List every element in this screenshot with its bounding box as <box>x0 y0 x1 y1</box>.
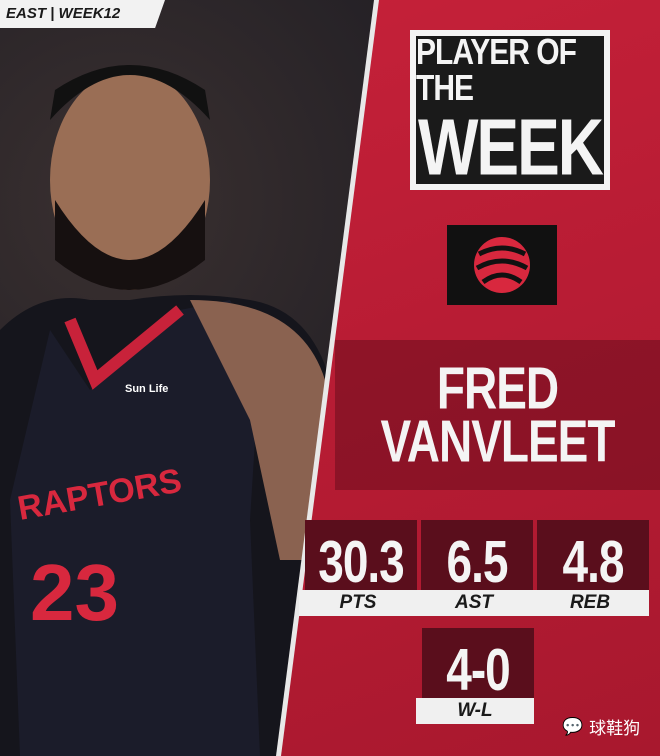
stat-ast: 6.5 AST <box>415 520 533 616</box>
player-name: FRED VANVLEET <box>335 340 660 490</box>
title-line1: PLAYER OF THE <box>416 32 577 109</box>
stat-label: AST <box>415 590 533 616</box>
raptors-logo <box>447 225 557 305</box>
stat-value: 4.8 <box>562 527 625 595</box>
watermark-text: 球鞋狗 <box>589 719 641 738</box>
sponsor-text: Sun Life <box>125 383 168 395</box>
stat-value: 30.3 <box>318 527 405 595</box>
stat-label: W-L <box>416 698 534 724</box>
title-box: PLAYER OF THE WEEK <box>410 30 610 190</box>
basketball-claw-icon <box>474 237 530 293</box>
title-line2: WEEK <box>418 102 604 192</box>
stat-label: PTS <box>299 590 417 616</box>
stat-pts: 30.3 PTS <box>299 520 417 616</box>
watermark: 💬 球鞋狗 <box>562 714 640 739</box>
wechat-icon: 💬 <box>562 716 584 736</box>
stat-reb: 4.8 REB <box>531 520 649 616</box>
stat-label: REB <box>531 590 649 616</box>
conference-week-tag: EAST | WEEK12 <box>0 0 165 28</box>
stat-wl: 4-0 W-L <box>416 628 534 724</box>
jersey-number: 23 <box>30 548 119 637</box>
stat-value: 4-0 <box>446 635 510 703</box>
stat-value: 6.5 <box>446 527 509 595</box>
last-name: VANVLEET <box>380 407 616 475</box>
first-name: FRED <box>436 354 559 422</box>
